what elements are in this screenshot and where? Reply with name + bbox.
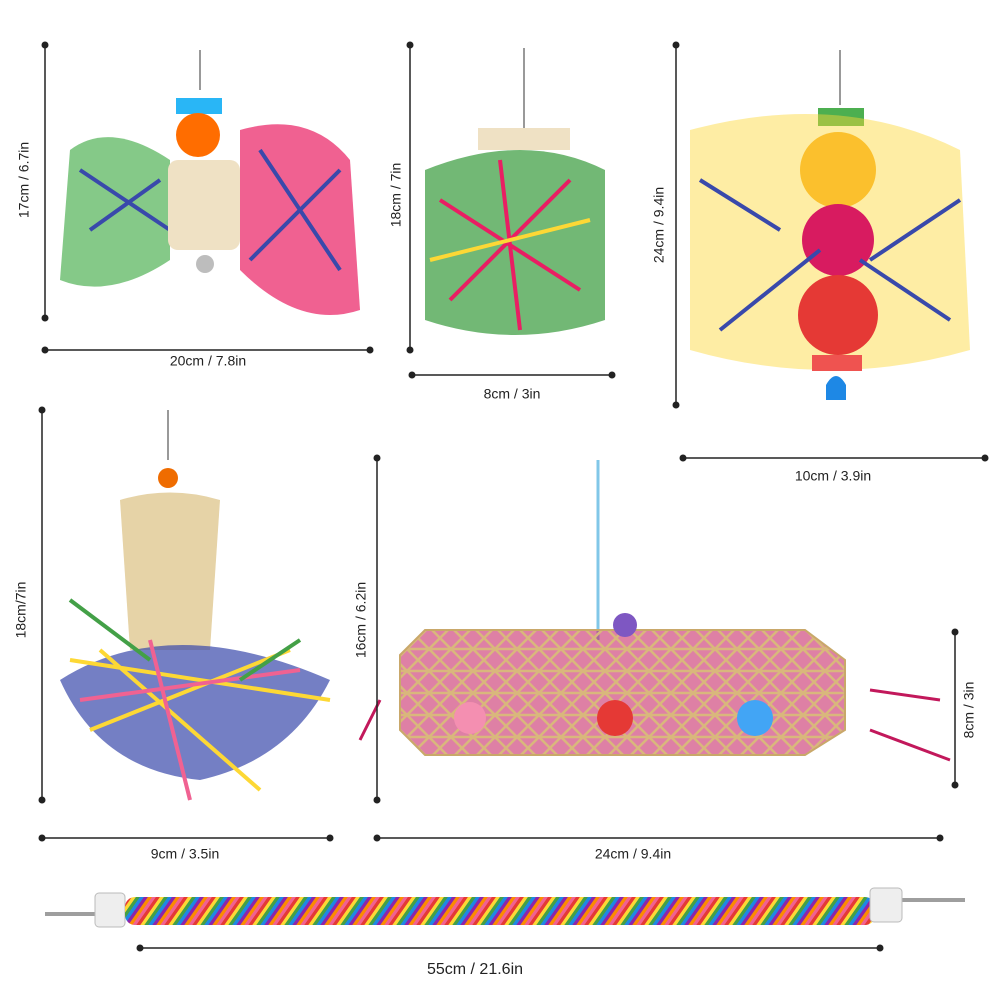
dimension-label: 24cm / 9.4in bbox=[595, 846, 671, 862]
dimension-label: 20cm / 7.8in bbox=[170, 353, 246, 369]
toy-bamboo-cage bbox=[358, 460, 951, 762]
dimension-end bbox=[38, 796, 46, 804]
dimension-end bbox=[373, 834, 381, 842]
rope-perch bbox=[45, 887, 965, 928]
dimension-end bbox=[41, 346, 49, 354]
dimension-label: 55cm / 21.6in bbox=[427, 961, 523, 978]
dimension-end bbox=[41, 41, 49, 49]
dimension-end bbox=[408, 371, 416, 379]
dimension-end bbox=[679, 454, 687, 462]
dimension-label: 8cm / 3in bbox=[961, 682, 977, 739]
dimension-end bbox=[41, 314, 49, 322]
dimension-end bbox=[672, 401, 680, 409]
dimension-lines: 17cm / 6.7in 20cm / 7.8in 18cm / 7in 8cm / … bbox=[13, 41, 989, 978]
toy-shred-block bbox=[425, 48, 605, 335]
dimension-end bbox=[876, 944, 884, 952]
dimension-label: 17cm / 6.7in bbox=[16, 142, 32, 218]
dimension-end bbox=[373, 454, 381, 462]
dimension-end bbox=[981, 454, 989, 462]
toy-loofah-shred bbox=[60, 50, 360, 316]
dimension-label: 18cm/7in bbox=[13, 582, 29, 639]
dimension-end bbox=[366, 346, 374, 354]
dimension-end bbox=[936, 834, 944, 842]
dimension-end bbox=[38, 406, 46, 414]
dimension-end bbox=[406, 41, 414, 49]
dimension-end bbox=[951, 781, 959, 789]
dimension-label: 16cm / 6.2in bbox=[353, 582, 369, 658]
dimension-end bbox=[406, 346, 414, 354]
dimension-end bbox=[38, 834, 46, 842]
dimension-end bbox=[672, 41, 680, 49]
dimension-end bbox=[326, 834, 334, 842]
dimension-label: 8cm / 3in bbox=[484, 386, 541, 402]
toy-illustrations bbox=[45, 48, 970, 928]
dimension-end bbox=[608, 371, 616, 379]
toy-rattan-balls bbox=[690, 50, 970, 400]
toy-loofah-tower bbox=[60, 410, 331, 801]
dimension-end bbox=[136, 944, 144, 952]
dimension-label: 24cm / 9.4in bbox=[651, 187, 667, 263]
dimension-label: 9cm / 3.5in bbox=[151, 846, 219, 862]
dimension-label: 18cm / 7in bbox=[388, 163, 404, 228]
dimension-label: 10cm / 3.9in bbox=[795, 468, 871, 484]
dimension-end bbox=[951, 628, 959, 636]
dimension-end bbox=[373, 796, 381, 804]
